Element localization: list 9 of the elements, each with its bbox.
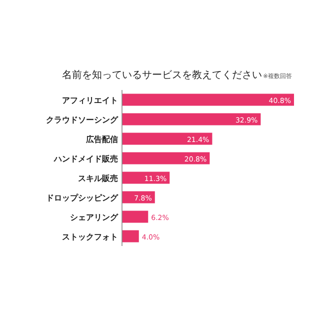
category-label: ドロップシッピング: [46, 193, 118, 202]
category-label: 広告配信: [86, 134, 118, 144]
category-label: ストックフォト: [62, 232, 118, 242]
category-label: スキル販売: [78, 174, 118, 183]
category-label: クラウドソーシング: [46, 115, 118, 124]
category-label: ハンドメイド販売: [54, 154, 118, 164]
title: 名前を知っているサービスを教えてください: [62, 70, 262, 81]
category-label: シェアリング: [70, 212, 118, 222]
category-label: アフィリエイト: [62, 96, 118, 105]
